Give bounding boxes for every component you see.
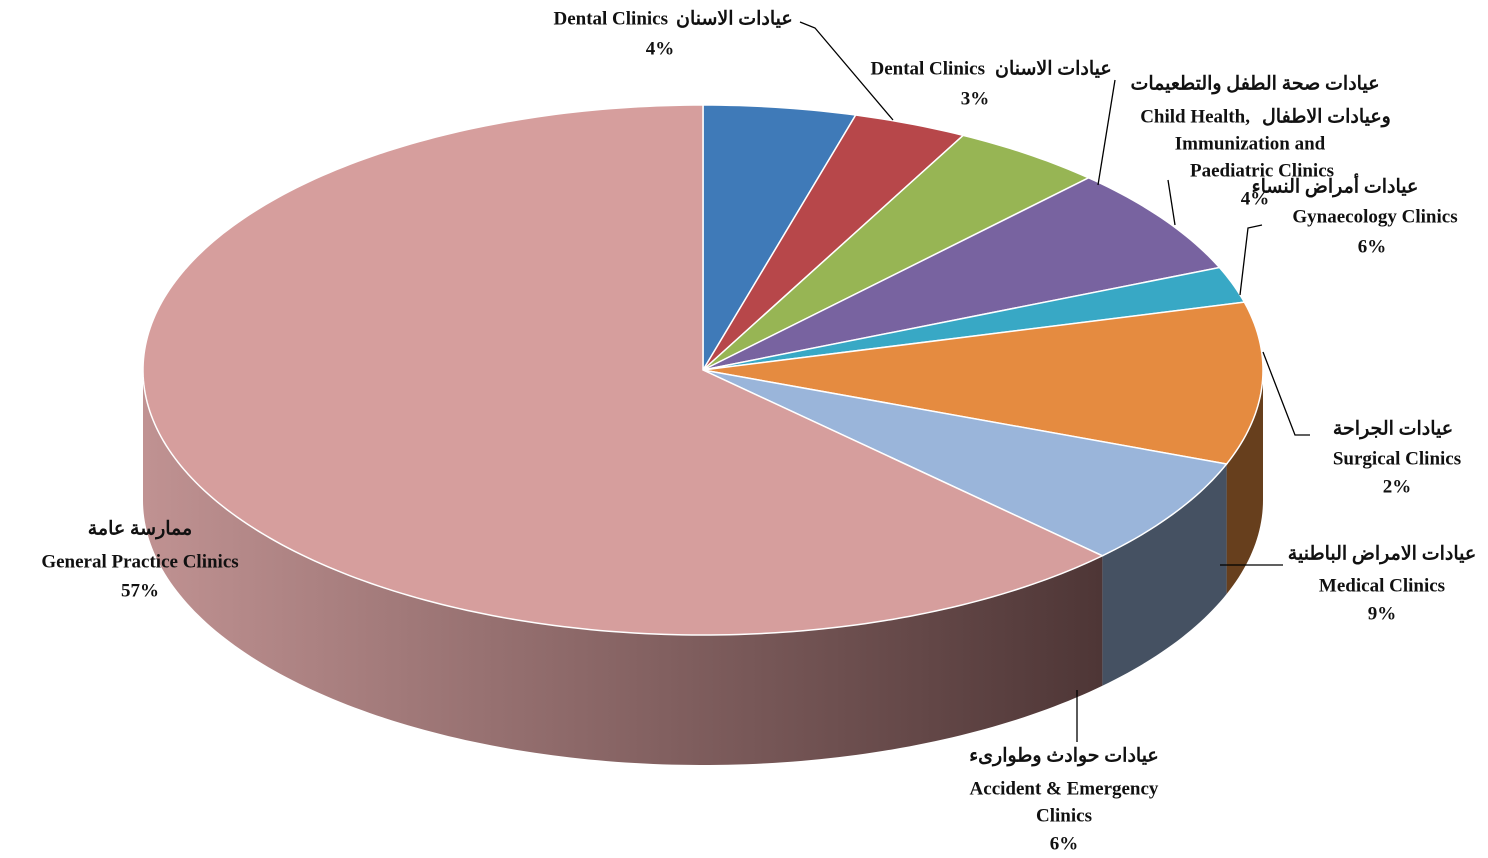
slice-label: General Practice Clinics <box>41 551 238 572</box>
pie-side <box>1226 370 1263 594</box>
slice-label: Child Health, <box>1140 106 1250 127</box>
data-label: 57% <box>121 580 159 601</box>
data-label: 6% <box>1050 833 1079 854</box>
pie-slice <box>702 114 965 371</box>
pie-slice <box>702 134 1091 371</box>
slice-label: Surgical Clinics <box>1333 448 1461 469</box>
slice-label: عيادات الجراحة <box>1333 418 1453 439</box>
slice-label: عيادات الاسنان <box>676 8 793 29</box>
slice-label: Dental Clinics <box>870 58 985 79</box>
data-label: 2% <box>1383 476 1412 497</box>
slice-label: Accident & Emergency <box>970 778 1159 799</box>
leader-line <box>1097 79 1116 186</box>
leader-line <box>1262 351 1310 436</box>
leader-line <box>1239 224 1263 296</box>
slice-label: ممارسة عامة <box>88 518 192 539</box>
slice-label: عيادات أمراض النساء <box>1252 172 1419 197</box>
slice-label: Gynaecology Clinics <box>1292 206 1457 227</box>
leader-line <box>1167 179 1176 226</box>
leader-line <box>799 21 894 121</box>
data-label: 9% <box>1368 603 1397 624</box>
slice-label: عيادات الامراض الباطنية <box>1288 543 1476 564</box>
pie-slice <box>702 369 1229 557</box>
pie-side <box>143 370 1103 765</box>
slice-label: Immunization and <box>1175 133 1326 154</box>
slice-label: عيادات حوادث وطوارىء <box>969 745 1159 766</box>
data-label: 6% <box>1358 236 1387 257</box>
pie-slice <box>702 266 1246 371</box>
pie-slice <box>702 301 1264 465</box>
slice-label: Paediatric Clinics <box>1190 160 1334 181</box>
pie-slice <box>702 176 1221 371</box>
data-label: 4% <box>1241 188 1270 209</box>
slice-label: عيادات الاسنان <box>995 58 1112 79</box>
pie-sides <box>143 370 1263 765</box>
slice-label: Medical Clinics <box>1319 575 1445 596</box>
data-label: 3% <box>961 88 990 109</box>
data-label: 4% <box>646 38 675 59</box>
slice-label: Clinics <box>1036 805 1092 826</box>
pie-slice <box>142 104 1105 636</box>
pie-slice <box>702 104 857 373</box>
pie-side <box>1102 463 1227 686</box>
slice-label: وعيادات الاطفال <box>1262 106 1391 127</box>
slice-label: Dental Clinics <box>553 8 668 29</box>
slice-label: عيادات صحة الطفل والتطعيمات <box>1130 73 1379 94</box>
pie-tops <box>142 104 1264 636</box>
